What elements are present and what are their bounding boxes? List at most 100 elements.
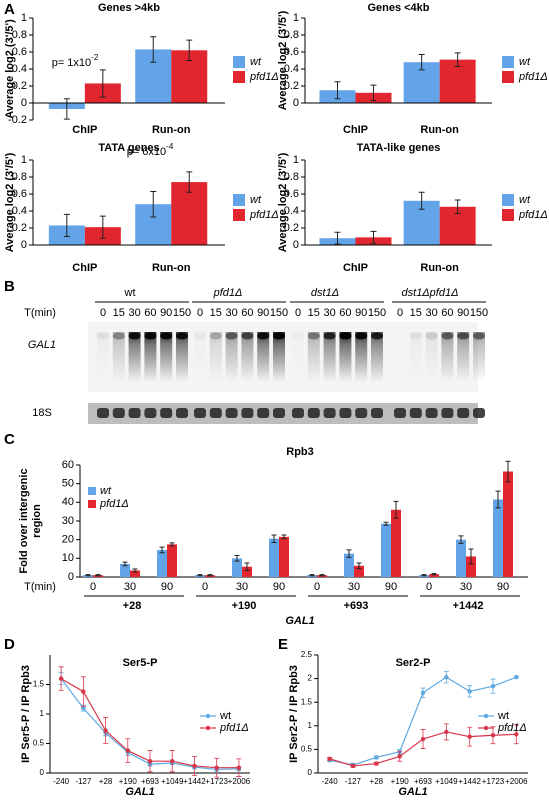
chart-title: TATA genes <box>98 142 159 154</box>
blot-band <box>128 332 141 340</box>
loading-band <box>128 408 141 418</box>
y-tick-label: 1.5 <box>33 680 45 689</box>
error-bar <box>458 535 464 544</box>
x-tick-label: ChIP <box>343 262 368 274</box>
time-tick-label: 0 <box>295 307 301 319</box>
blot-smear <box>128 332 141 382</box>
blot-band <box>209 332 222 340</box>
x-tick-label: +28 <box>99 777 113 786</box>
legend-swatch <box>502 209 514 221</box>
blot-band <box>425 332 438 340</box>
loading-band <box>209 408 222 418</box>
chart-title: Ser5-P <box>123 657 158 669</box>
y-tick-label: 0.4 <box>284 63 299 75</box>
time-tick-label: 30 <box>425 307 437 319</box>
loading-band <box>273 408 285 418</box>
blot-band <box>273 332 285 340</box>
loading-band <box>225 408 238 418</box>
error-bar <box>271 534 277 543</box>
bar <box>354 565 364 577</box>
blot-band <box>441 332 454 340</box>
gene-label: GAL1 <box>28 339 56 351</box>
y-tick-label: 1 <box>21 154 27 166</box>
blot-smear <box>241 332 254 382</box>
time-tick-label: 60 <box>144 307 156 319</box>
blot-band <box>339 332 352 340</box>
point <box>327 756 332 762</box>
chart-title: TATA-like genes <box>357 142 441 154</box>
legend-swatch <box>502 194 514 206</box>
group-label: +1442 <box>453 600 484 612</box>
loading-band <box>292 408 304 418</box>
x-tick-label: Run-on <box>152 124 191 136</box>
chart-title: Genes >4kb <box>98 2 160 14</box>
x-tick-label: Run-on <box>420 262 459 274</box>
error-bar <box>421 574 427 577</box>
y-tick-label: -0.2 <box>8 114 27 126</box>
error-bar <box>356 562 362 570</box>
x-tick-label: 0 <box>426 581 432 593</box>
x-tick-label: ChIP <box>343 124 368 136</box>
legend-swatch <box>88 487 96 495</box>
blot-band <box>241 332 254 340</box>
blot-band <box>473 332 485 340</box>
x-tick-label: 90 <box>497 581 509 593</box>
blot-band <box>194 333 206 340</box>
y-tick-label: 0.6 <box>12 188 27 200</box>
y-tick-label: 0.6 <box>284 46 299 58</box>
blot-smear <box>425 332 438 382</box>
panel-label: E <box>278 636 288 653</box>
y-tick-label: 0.4 <box>12 205 27 217</box>
bar <box>391 509 401 577</box>
loading-band <box>97 408 109 418</box>
blot-band <box>457 332 470 340</box>
legend-label: pfd1Δ <box>518 71 548 83</box>
legend-swatch <box>233 194 245 206</box>
error-bar <box>319 574 325 577</box>
blot-band <box>323 332 336 340</box>
point <box>444 674 449 680</box>
time-tick-label: 0 <box>197 307 203 319</box>
error-bar <box>370 230 377 244</box>
x-tick-label: -127 <box>345 777 362 786</box>
point <box>81 689 86 694</box>
blot-band <box>292 333 304 340</box>
loading-band <box>323 408 336 418</box>
point <box>444 729 449 735</box>
y-tick-label: 0.6 <box>284 188 299 200</box>
error-bar <box>431 573 437 576</box>
blot-band <box>112 332 125 340</box>
annotation-superscript: -4 <box>166 142 174 151</box>
blot-band <box>355 332 368 340</box>
y-tick-label: 2 <box>308 674 313 683</box>
x-tick-label: ChIP <box>72 124 97 136</box>
error-bar <box>150 190 157 218</box>
error-bar <box>418 191 425 210</box>
x-tick-label: 30 <box>348 581 360 593</box>
blot-smear <box>209 332 222 382</box>
point <box>467 734 472 739</box>
blot-smear <box>355 332 368 382</box>
legend-swatch <box>502 56 514 68</box>
loading-band <box>112 408 125 418</box>
blot-smear <box>225 332 238 382</box>
point <box>58 676 64 681</box>
bar <box>279 536 289 577</box>
point <box>467 689 472 694</box>
x-tick-label: +693 <box>141 777 160 786</box>
x-tick-label: 30 <box>236 581 248 593</box>
y-tick-label: 1 <box>308 721 313 730</box>
bar <box>157 549 167 577</box>
y-axis-label: Fold over intergenic <box>18 468 30 573</box>
y-axis-label: Average log2 (3'/5') <box>4 152 16 252</box>
blot-band <box>176 332 188 340</box>
chart-title: Ser2-P <box>396 657 431 669</box>
bar <box>503 471 513 577</box>
y-tick-label: 20 <box>62 534 74 546</box>
x-tick-label: +1723 <box>482 777 505 786</box>
time-tick-label: 30 <box>323 307 335 319</box>
point <box>420 690 426 695</box>
error-bar <box>63 213 70 237</box>
x-tick-label: ChIP <box>72 262 97 274</box>
x-tick-label: +2006 <box>505 777 528 786</box>
